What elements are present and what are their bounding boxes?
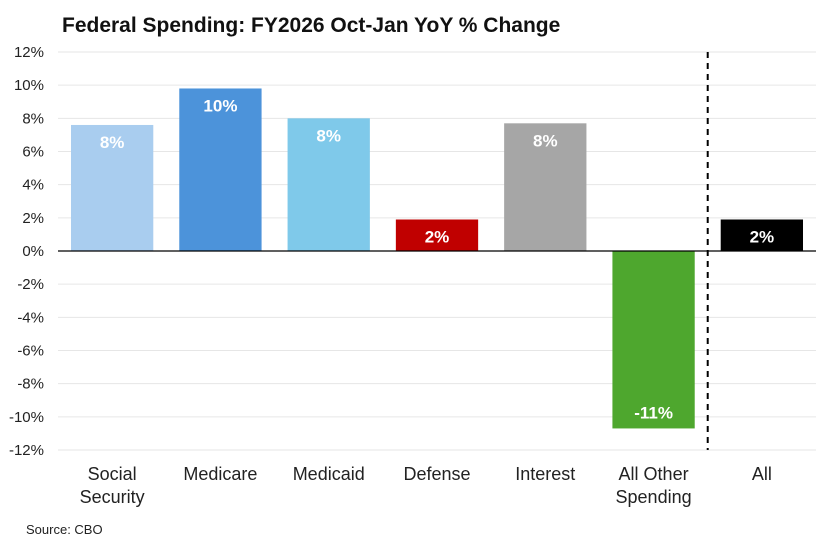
data-label: 8% [533, 131, 558, 150]
data-labels: 8% 10% 8% 2% 8% -11% 2% [100, 96, 774, 422]
bar [287, 118, 370, 251]
y-tick-label: 2% [22, 210, 44, 227]
source-note: Source: CBO [26, 522, 103, 537]
data-label: 8% [100, 133, 125, 152]
x-tick-label: All Other [619, 464, 689, 484]
y-tick-label: -12% [9, 442, 44, 459]
x-tick-label: Interest [515, 464, 575, 484]
chart-title: Federal Spending: FY2026 Oct-Jan YoY % C… [62, 14, 561, 37]
x-tick-label: Social [88, 464, 137, 484]
y-tick-label: 0% [22, 243, 44, 260]
data-label: 2% [425, 227, 450, 246]
data-label: 2% [750, 227, 775, 246]
data-label: 10% [203, 96, 237, 115]
x-tick-label: Medicaid [293, 464, 365, 484]
y-tick-label: -4% [17, 309, 44, 326]
x-tick-label: Defense [403, 464, 470, 484]
y-tick-label: -2% [17, 276, 44, 293]
bar [504, 123, 587, 251]
y-tick-label: 4% [22, 177, 44, 194]
x-tick-label: Security [80, 487, 145, 507]
x-axis-categories: Social Security Medicare Medicaid Defense Int… [80, 464, 772, 507]
y-tick-label: -10% [9, 409, 44, 426]
data-label: -11% [634, 403, 673, 422]
x-tick-label: Medicare [183, 464, 257, 484]
x-tick-label: All [752, 464, 772, 484]
data-label: 8% [316, 126, 341, 145]
bar [179, 88, 262, 251]
bar [612, 251, 695, 429]
x-tick-label: Spending [616, 487, 692, 507]
y-axis-ticks: 12% 10% 8% 6% 4% 2% 0% -2% -4% -6% -8% -10% -12% [9, 44, 44, 459]
y-tick-label: 8% [22, 110, 44, 127]
y-tick-label: -6% [17, 343, 44, 360]
y-tick-label: -8% [17, 376, 44, 393]
bar [720, 219, 804, 251]
y-tick-label: 12% [14, 44, 44, 61]
y-tick-label: 6% [22, 144, 44, 161]
bar [395, 219, 479, 251]
bar [70, 124, 154, 251]
bars [70, 88, 804, 429]
y-tick-label: 10% [14, 77, 44, 94]
